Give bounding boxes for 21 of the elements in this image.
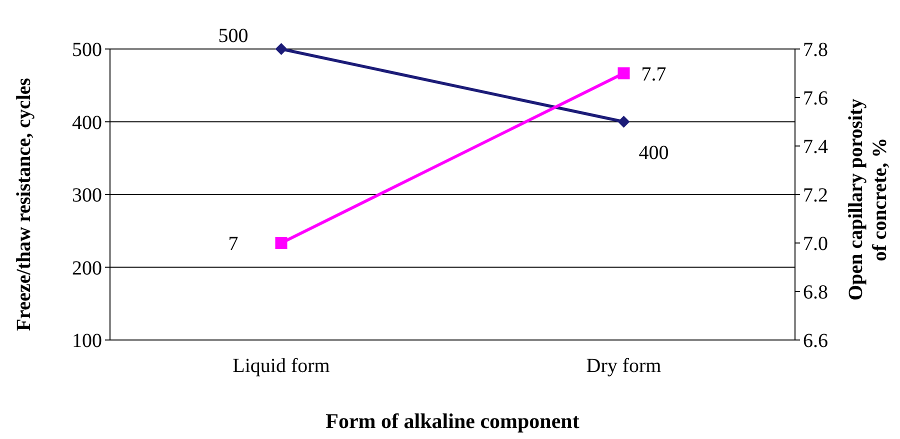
y-tick-label: 400 [72,112,102,134]
y-tick-label: 300 [72,184,102,206]
y2-axis-title: Open capillary porosity of concrete, % [845,98,891,300]
data-label: 7.7 [641,63,666,86]
y-tick-label: 200 [72,257,102,280]
y-axis-title: Freeze/thaw resistance, cycles [13,78,35,332]
data-label: 400 [638,142,669,164]
y2-tick-label: 7.6 [803,88,828,110]
y2-tick-label: 7.8 [803,39,828,61]
y2-tick-label: 6.6 [803,330,828,352]
data-label: 7 [228,233,238,255]
y2-tick-label: 7.2 [803,184,828,206]
x-tick-label: Liquid form [232,355,330,377]
y2-tick-label: 6.8 [803,282,828,304]
data-label: 500 [218,25,248,47]
y-tick-label: 100 [72,330,102,352]
x-axis-title: Form of alkaline component [326,409,580,433]
y-tick-label: 500 [72,39,102,61]
y2-tick-label: 7.4 [803,136,828,158]
x-tick-label: Dry form [586,355,662,377]
y2-tick-label: 7.0 [803,233,828,255]
